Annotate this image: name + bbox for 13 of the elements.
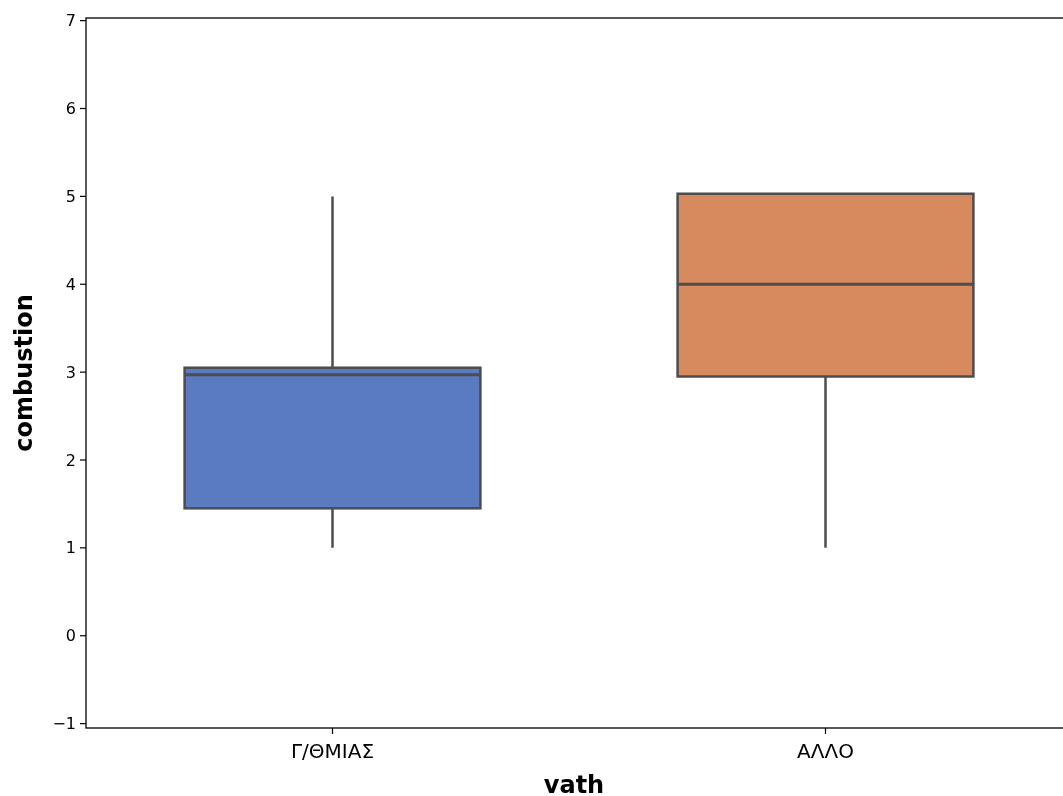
y-tick-label: 0	[65, 626, 76, 646]
y-tick-label: 3	[65, 362, 76, 382]
y-tick-label: 6	[65, 99, 76, 119]
y-tick-label: 2	[65, 450, 76, 470]
y-tick-label: 4	[65, 274, 76, 294]
y-tick-label: 5	[65, 186, 76, 206]
y-tick-label: −1	[52, 714, 76, 734]
y-tick-label: 7	[65, 11, 76, 31]
x-axis-title: vath	[543, 771, 605, 796]
x-tick-label: Γ/ΘΜΙΑΣ	[290, 739, 375, 763]
y-tick-label: 1	[65, 538, 76, 558]
x-tick-label: ΑΛΛΟ	[797, 739, 854, 763]
y-axis-title: combustion	[10, 294, 38, 452]
